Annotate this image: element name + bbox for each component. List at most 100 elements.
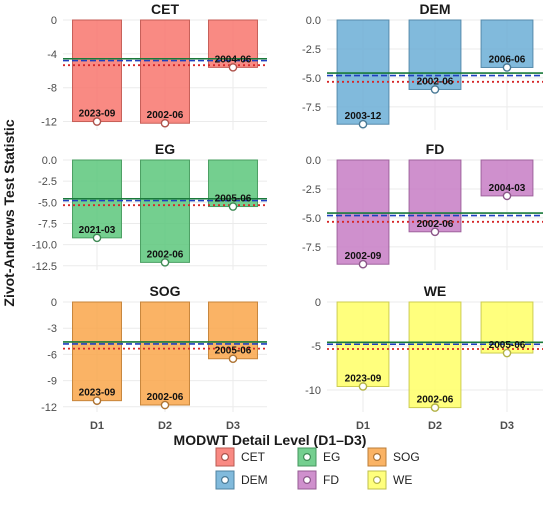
y-tick-label: 0.0 xyxy=(306,155,321,167)
panel-eg: EG 0.0 -2.5 -5.0 -7.5 -10.0 -12.5 2021-03 2002-0… xyxy=(32,141,267,273)
panel-title: WE xyxy=(424,283,447,299)
y-tick-label: -5.0 xyxy=(38,197,57,209)
panel-title: EG xyxy=(155,141,175,157)
y-axis-title: Zivot-Andrews Test Statistic xyxy=(1,119,17,306)
break-date-label: 2003-12 xyxy=(345,111,382,122)
bar-d2 xyxy=(140,301,190,406)
break-point-marker xyxy=(92,396,102,405)
bar-d1 xyxy=(336,159,390,265)
break-date-label: 2005-06 xyxy=(215,194,252,205)
break-point-marker xyxy=(92,233,102,243)
legend-label: WE xyxy=(393,473,412,487)
break-date-label: 2005-06 xyxy=(489,340,526,351)
break-point-marker xyxy=(160,118,170,128)
break-point-marker xyxy=(502,191,512,201)
break-point-marker xyxy=(160,400,170,410)
x-tick-label: D3 xyxy=(226,420,240,432)
break-point-marker xyxy=(430,85,440,94)
legend-label: EG xyxy=(323,450,340,464)
legend-label: CET xyxy=(241,450,266,464)
break-date-label: 2002-06 xyxy=(417,76,454,87)
y-tick-label: -6 xyxy=(47,349,57,361)
break-point-marker xyxy=(160,258,170,267)
x-tick-label: D3 xyxy=(500,420,514,432)
legend-marker xyxy=(221,476,230,485)
y-tick-label: 0 xyxy=(315,297,321,309)
bar-d1 xyxy=(336,19,390,125)
y-tick-label: -10 xyxy=(305,385,321,397)
bar-d2 xyxy=(408,301,462,409)
legend-label: FD xyxy=(323,473,339,487)
y-tick-label: -8 xyxy=(47,83,57,95)
panel-fd: FD 0.0 -2.5 -5.0 -7.5 2002-09 2002-06 2004-03 xyxy=(302,141,543,270)
panel-cet: CET 0 -4 -8 -12 2023-09 2002-06 2004-06 xyxy=(41,1,267,130)
break-point-marker xyxy=(430,227,440,237)
legend-marker xyxy=(373,453,382,462)
break-point-marker xyxy=(228,63,238,72)
break-date-label: 2023-09 xyxy=(345,373,382,384)
panel-title: DEM xyxy=(419,1,450,17)
y-tick-label: -2.5 xyxy=(302,44,321,56)
legend-label: SOG xyxy=(393,450,420,464)
legend-marker xyxy=(303,453,312,462)
break-date-label: 2004-06 xyxy=(215,54,252,65)
break-point-marker xyxy=(430,403,440,412)
y-tick-label: -7.5 xyxy=(302,242,321,254)
y-tick-label: -2.5 xyxy=(38,176,57,188)
panel-title: FD xyxy=(426,141,445,157)
break-point-marker xyxy=(228,202,238,211)
legend: CET EG SOG DEM FD WE xyxy=(215,447,420,490)
y-tick-label: -5 xyxy=(311,341,321,353)
bar-d2 xyxy=(408,159,462,233)
legend-label: DEM xyxy=(241,473,268,487)
x-tick-label: D2 xyxy=(428,420,442,432)
break-point-marker xyxy=(358,382,368,391)
legend-item-dem: DEM xyxy=(215,470,268,490)
panel-dem: DEM 0.0 -2.5 -5.0 -7.5 2003-12 2002-06 2006-06 xyxy=(302,1,543,130)
y-tick-label: -12 xyxy=(41,402,57,414)
legend-marker xyxy=(221,453,230,462)
y-tick-label: -10.0 xyxy=(32,240,57,252)
y-tick-label: -7.5 xyxy=(302,102,321,114)
y-tick-label: -5.0 xyxy=(302,73,321,85)
panel-sog: SOG 0 -3 -6 -9 -12 2023-09 2002-06 2005-06 D1 D2 D3 xyxy=(41,283,267,432)
y-tick-label: -5.0 xyxy=(302,213,321,225)
break-point-marker xyxy=(228,354,238,364)
y-tick-label: -3 xyxy=(47,323,57,335)
break-date-label: 2005-06 xyxy=(215,346,252,357)
break-point-marker xyxy=(502,348,512,358)
legend-marker xyxy=(303,476,312,485)
legend-item-eg: EG xyxy=(297,447,340,467)
break-date-label: 2004-03 xyxy=(489,183,526,194)
panel-title: CET xyxy=(151,1,179,17)
panel-title: SOG xyxy=(149,283,180,299)
break-point-marker xyxy=(358,259,368,269)
break-date-label: 2002-09 xyxy=(345,251,382,262)
x-tick-label: D2 xyxy=(158,420,172,432)
bar-d1 xyxy=(72,19,122,123)
y-tick-label: -9 xyxy=(47,376,57,388)
legend-item-cet: CET xyxy=(215,447,266,467)
bar-d3 xyxy=(480,19,534,68)
break-date-label: 2002-06 xyxy=(417,219,454,230)
break-point-marker xyxy=(92,117,102,126)
legend-item-we: WE xyxy=(367,470,412,490)
break-date-label: 2023-09 xyxy=(79,109,116,120)
legend-marker xyxy=(373,476,382,485)
break-date-label: 2002-06 xyxy=(147,110,184,121)
y-tick-label: -12.5 xyxy=(32,261,57,273)
y-tick-label: 0 xyxy=(51,15,57,27)
break-date-label: 2002-06 xyxy=(147,392,184,403)
break-date-label: 2002-06 xyxy=(417,395,454,406)
break-point-marker xyxy=(358,119,368,129)
y-tick-label: 0.0 xyxy=(42,155,57,167)
bar-d2 xyxy=(408,19,462,90)
break-date-label: 2021-03 xyxy=(79,225,116,236)
x-tick-label: D1 xyxy=(90,420,104,432)
x-axis-title: MODWT Detail Level (D1–D3) xyxy=(174,432,367,448)
y-tick-label: -2.5 xyxy=(302,184,321,196)
y-tick-label: 0.0 xyxy=(306,15,321,27)
y-tick-label: -7.5 xyxy=(38,218,57,230)
legend-item-fd: FD xyxy=(297,470,339,490)
